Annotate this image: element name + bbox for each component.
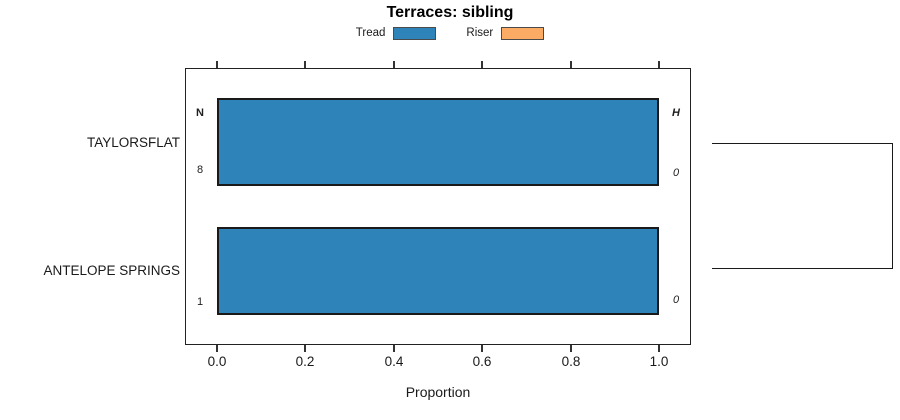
legend: Tread Riser [0,25,900,41]
bottom-tick-0.2 [304,345,306,352]
bottom-tick-0.6 [481,345,483,352]
x-tick-label-1.0: 1.0 [649,354,669,369]
legend-swatch-tread [393,26,437,40]
chart-title: Terraces: sibling [386,4,514,21]
x-tick-label-0.6: 0.6 [472,354,492,369]
annotation-n-header: N [196,107,204,119]
row-link-bracket [712,143,893,269]
x-axis-title: Proportion [405,384,471,400]
legend-swatch-riser [501,26,545,40]
legend-item-tread: Tread [355,26,437,40]
bottom-tick-0.0 [216,345,218,352]
legend-item-riser: Riser [466,26,545,40]
top-tick-0.6 [481,61,483,68]
bottom-tick-0.8 [570,345,572,352]
bar-taylorsflat-tread [217,98,659,186]
top-tick-0.0 [216,61,218,68]
x-tick-label-0.0: 0.0 [207,354,227,369]
category-label-taylorsflat: TAYLORSFLAT [86,135,180,150]
top-tick-0.2 [304,61,306,68]
annotation-h-header: H [672,107,680,119]
legend-label-tread: Tread [355,27,386,39]
annotation-h-value-taylorsflat: 0 [672,167,680,179]
x-tick-label-0.8: 0.8 [561,354,581,369]
bottom-tick-1.0 [658,345,660,352]
legend-label-riser: Riser [466,27,494,39]
x-tick-label-0.2: 0.2 [295,354,315,369]
top-tick-0.8 [570,61,572,68]
x-tick-label-0.4: 0.4 [384,354,404,369]
bar-antelope-springs-tread [217,227,659,315]
bottom-tick-0.4 [393,345,395,352]
category-label-antelope-springs: ANTELOPE SPRINGS [43,263,180,278]
annotation-n-value-antelope-springs: 1 [196,296,204,308]
top-tick-0.4 [393,61,395,68]
top-tick-1.0 [658,61,660,68]
annotation-n-value-taylorsflat: 8 [196,164,204,176]
annotation-h-value-antelope-springs: 0 [672,294,680,306]
